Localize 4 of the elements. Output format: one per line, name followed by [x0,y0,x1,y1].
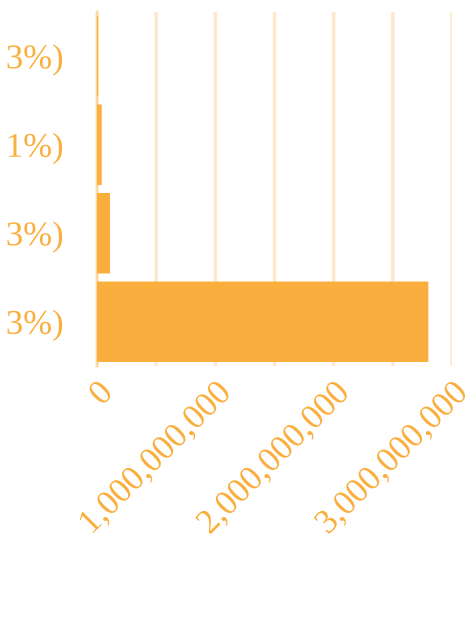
y-tick-label: 1%) [8,132,62,164]
y-tick-label: 3%) [7,44,62,76]
y-tick-label: 3%) [7,221,62,253]
y-tick-label: 3%) [7,310,62,342]
